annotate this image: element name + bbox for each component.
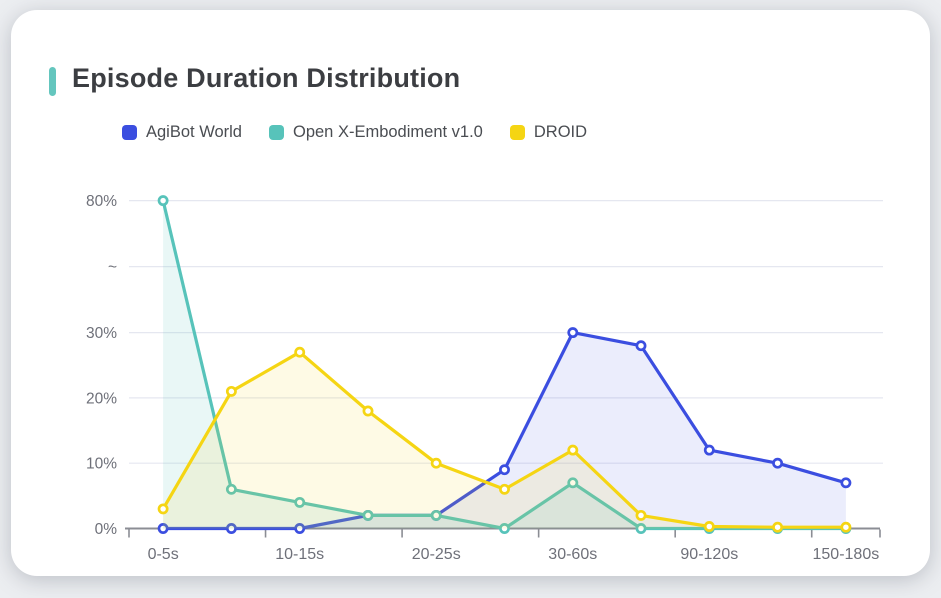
data-point-open-x-embodiment-v1-0 — [567, 477, 579, 489]
x-tick-label: 0-5s — [148, 546, 179, 563]
x-axis-labels: 0-5s 10-15s 20-25s 30-60s 90-120s 150-180s — [148, 546, 880, 563]
data-point-droid — [157, 503, 169, 515]
data-point-droid — [294, 346, 306, 358]
data-point-agibot-world — [157, 523, 169, 534]
data-point-agibot-world — [840, 477, 852, 489]
y-tick-label: 0% — [95, 521, 118, 538]
data-point-agibot-world — [225, 523, 237, 534]
y-axis-labels: 0% 10% 20% 30% ~80% — [86, 193, 117, 538]
chart-title: Episode Duration Distribution — [72, 63, 461, 93]
y-tick-label: 20% — [86, 390, 117, 407]
legend-label-agibot-world: AgiBot World — [146, 123, 242, 141]
data-point-droid — [225, 385, 237, 397]
y-tick-label: 30% — [86, 325, 117, 342]
data-point-open-x-embodiment-v1-0 — [362, 509, 374, 521]
chart-canvas: 0% 10% 20% 30% ~80% 0-5s 10-15s 20-25s 30-60s 90-… — [86, 193, 883, 563]
title-accent-bar — [49, 67, 56, 96]
x-tick-label: 10-15s — [275, 546, 324, 563]
legend-label-droid: DROID — [533, 123, 588, 141]
legend-item-agibot-world[interactable]: AgiBot World — [122, 123, 242, 142]
data-point-agibot-world — [499, 464, 510, 476]
data-point-droid — [499, 483, 510, 495]
data-point-agibot-world — [567, 327, 579, 339]
chart-legend: AgiBot World Open X-Embodiment v1.0 DROID — [122, 123, 587, 142]
data-point-open-x-embodiment-v1-0 — [157, 195, 169, 207]
data-point-droid — [772, 521, 784, 533]
data-point-droid — [635, 509, 647, 521]
data-point-agibot-world — [703, 444, 715, 456]
data-point-open-x-embodiment-v1-0 — [225, 483, 237, 495]
y-tick-label: ~ — [108, 259, 117, 276]
legend-swatch-agibot-world — [122, 125, 137, 140]
data-point-open-x-embodiment-v1-0 — [430, 509, 442, 521]
data-point-agibot-world — [635, 340, 647, 352]
y-tick-label: 80% — [86, 193, 117, 210]
chart-card: Episode Duration Distribution AgiBot Wor… — [11, 10, 930, 576]
x-tick-label: 90-120s — [680, 546, 738, 563]
data-point-agibot-world — [294, 523, 306, 534]
legend-label-open-x-embodiment-v1-0: Open X-Embodiment v1.0 — [293, 123, 483, 141]
data-point-droid — [703, 521, 715, 532]
legend-swatch-open-x-embodiment-v1-0 — [269, 125, 284, 140]
y-tick-label: 10% — [86, 456, 117, 473]
series-droid — [157, 346, 852, 533]
x-tick-label: 30-60s — [548, 546, 597, 563]
legend-swatch-droid — [509, 125, 525, 140]
legend-item-droid[interactable]: DROID — [509, 123, 588, 142]
x-tick-label: 20-25s — [412, 546, 461, 563]
data-point-droid — [430, 457, 442, 469]
data-point-droid — [840, 521, 852, 533]
data-point-droid — [362, 405, 374, 417]
data-point-open-x-embodiment-v1-0 — [635, 523, 647, 534]
data-point-agibot-world — [772, 457, 784, 469]
x-tick-label: 150-180s — [813, 546, 880, 563]
data-point-open-x-embodiment-v1-0 — [294, 496, 306, 508]
data-point-open-x-embodiment-v1-0 — [499, 523, 510, 534]
legend-item-open-x-embodiment-v1-0[interactable]: Open X-Embodiment v1.0 — [269, 123, 483, 142]
data-point-droid — [567, 444, 579, 456]
